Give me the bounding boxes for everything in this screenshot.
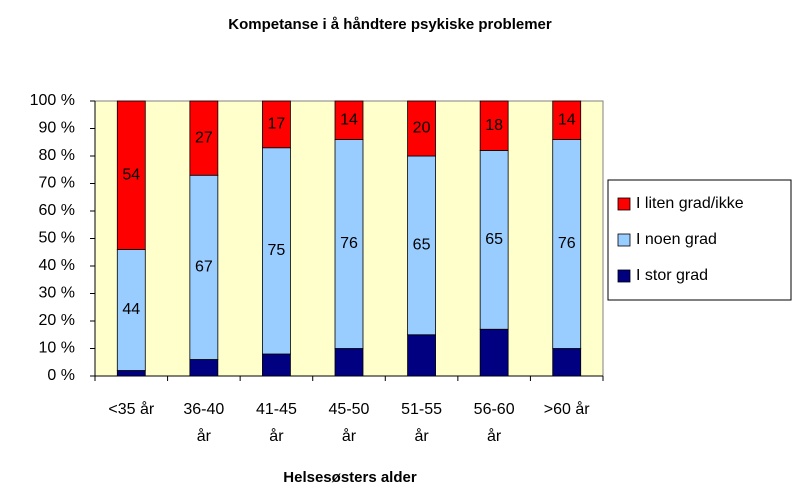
bar-segment xyxy=(479,328,509,377)
x-tick-label: 45-50 år xyxy=(328,401,370,445)
legend-swatch xyxy=(617,233,631,247)
legend-label: I noen grad xyxy=(636,231,717,248)
legend-label: I liten grad/ikke xyxy=(636,195,744,212)
legend-swatch xyxy=(617,269,631,283)
x-tick-label: 41-45 år xyxy=(255,401,297,445)
data-label: 76 xyxy=(340,235,358,252)
data-label: 75 xyxy=(268,242,286,259)
bar-segment xyxy=(262,100,291,149)
x-tick-label: 36-40 år xyxy=(183,401,225,445)
bar-segment xyxy=(189,100,219,176)
legend-box xyxy=(607,179,792,301)
y-tick-label: 70 % xyxy=(39,175,75,192)
bar-segment xyxy=(479,100,509,151)
data-label: 54 xyxy=(122,166,140,183)
x-tick-label: >60 år xyxy=(543,401,590,418)
data-label: 20 xyxy=(413,120,431,137)
x-tick-label: 51-55 år xyxy=(401,401,443,445)
y-tick-label: 60 % xyxy=(39,202,75,219)
bar-segment xyxy=(116,100,146,250)
x-axis-title: Helsesøsters alder xyxy=(283,469,417,486)
bar-segment xyxy=(262,353,291,377)
bar-segment xyxy=(552,100,582,140)
bar-segment xyxy=(552,348,582,377)
data-label: 14 xyxy=(558,111,576,128)
y-tick-label: 100 % xyxy=(30,92,75,109)
bar-segment xyxy=(407,155,436,336)
data-label: 67 xyxy=(195,259,213,276)
data-label: 18 xyxy=(485,117,503,134)
data-label: 65 xyxy=(485,231,503,248)
bar-segment xyxy=(334,348,364,377)
y-tick-label: 90 % xyxy=(39,120,75,137)
bar-segment xyxy=(262,147,291,355)
y-tick-label: 30 % xyxy=(39,285,75,302)
bar-segment xyxy=(407,334,436,377)
y-tick-label: 0 % xyxy=(47,367,75,384)
bar-segment xyxy=(334,100,364,140)
x-tick-label: 56-60 år xyxy=(473,401,515,445)
y-tick-label: 80 % xyxy=(39,147,75,164)
data-label: 65 xyxy=(413,237,431,254)
y-tick-label: 40 % xyxy=(39,257,75,274)
data-label: 17 xyxy=(268,116,286,133)
x-tick-label: <35 år xyxy=(108,401,155,418)
y-tick-label: 50 % xyxy=(39,230,75,247)
legend-swatch xyxy=(617,197,631,211)
bar-segment xyxy=(116,370,146,377)
data-label: 27 xyxy=(195,129,213,146)
bar-segment xyxy=(334,139,364,349)
data-label: 14 xyxy=(340,111,358,128)
y-tick-label: 20 % xyxy=(39,312,75,329)
data-label: 76 xyxy=(558,235,576,252)
bar-segment xyxy=(189,174,219,360)
bar-segment xyxy=(407,100,436,157)
data-label: 44 xyxy=(122,301,140,318)
y-tick-label: 10 % xyxy=(39,340,75,357)
bar-segment xyxy=(116,249,146,371)
legend-label: I stor grad xyxy=(636,267,708,284)
chart-title: Kompetanse i å håndtere psykiske problem… xyxy=(228,16,552,33)
bar-segment xyxy=(189,359,219,377)
